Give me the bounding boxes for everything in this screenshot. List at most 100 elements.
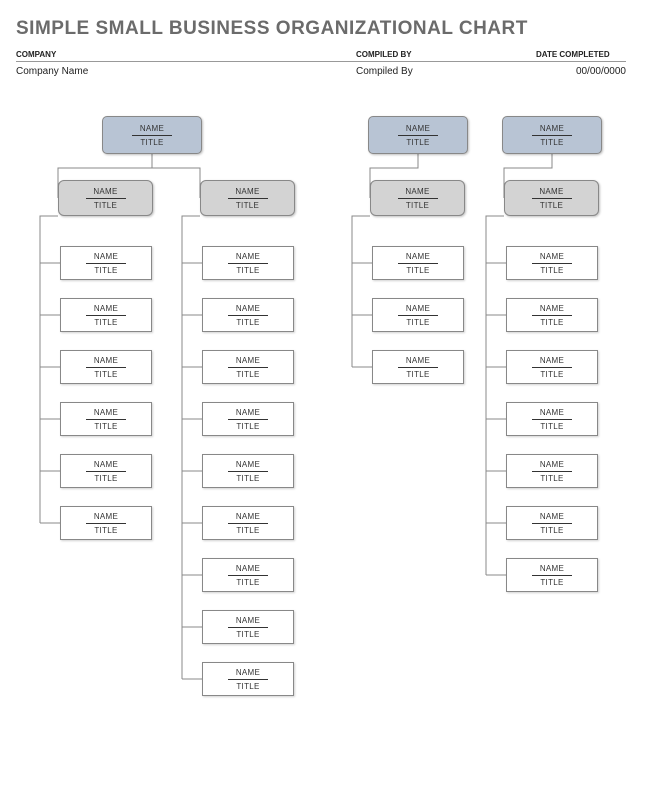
org-node-name: NAME: [540, 124, 564, 133]
org-node: NAMETITLE: [506, 506, 598, 540]
org-node: NAMETITLE: [372, 298, 464, 332]
org-node-title: TITLE: [236, 526, 259, 535]
org-chart-canvas: NAME TITLE NAME TITLE NAME TITLE NAME TITLE NAME…: [0, 98, 645, 805]
org-node-title: TITLE: [236, 201, 259, 210]
meta-company-label: COMPANY: [16, 50, 356, 62]
org-node-divider: [228, 575, 268, 576]
org-node-name: NAME: [94, 460, 118, 469]
org-node: NAME TITLE: [202, 506, 294, 540]
org-node-title: TITLE: [540, 266, 563, 275]
org-node-name: NAME: [94, 356, 118, 365]
org-node: NAME TITLE: [202, 402, 294, 436]
org-node-title: TITLE: [236, 630, 259, 639]
org-node-title: TITLE: [236, 266, 259, 275]
org-node-name: NAME: [235, 187, 259, 196]
org-node-divider: [228, 471, 268, 472]
org-node-title: TITLE: [236, 474, 259, 483]
meta-company-value: Company Name: [16, 66, 356, 77]
org-node-divider: [86, 315, 126, 316]
org-node-divider: [132, 135, 172, 136]
org-node-name: NAME: [236, 512, 260, 521]
org-node-title: TITLE: [94, 474, 117, 483]
org-node: NAMETITLE: [368, 116, 468, 154]
org-node: NAME TITLE: [506, 454, 598, 488]
org-node: NAME TITLE: [60, 402, 152, 436]
org-node-divider: [532, 419, 572, 420]
org-node-name: NAME: [406, 356, 430, 365]
org-node-name: NAME: [94, 408, 118, 417]
connector-line: [182, 216, 202, 679]
org-node: NAME TITLE: [200, 180, 295, 216]
org-node-divider: [86, 367, 126, 368]
org-node-name: NAME: [236, 616, 260, 625]
org-node-divider: [398, 198, 438, 199]
org-node-divider: [228, 523, 268, 524]
org-node: NAME TITLE: [504, 180, 599, 216]
org-node-title: TITLE: [406, 266, 429, 275]
meta-date-value: 00/00/0000: [536, 66, 626, 77]
org-node-divider: [532, 198, 572, 199]
org-node-title: TITLE: [540, 422, 563, 431]
org-node-name: NAME: [94, 512, 118, 521]
org-node-name: NAME: [236, 408, 260, 417]
org-node-title: TITLE: [540, 474, 563, 483]
org-node-divider: [532, 135, 572, 136]
org-node: NAMETITLE: [202, 558, 294, 592]
org-node-divider: [228, 315, 268, 316]
org-node-title: TITLE: [540, 370, 563, 379]
org-node-divider: [228, 419, 268, 420]
org-node-divider: [532, 263, 572, 264]
org-node-title: TITLE: [540, 201, 563, 210]
org-node-name: NAME: [236, 356, 260, 365]
org-node-divider: [532, 315, 572, 316]
org-node-title: TITLE: [236, 318, 259, 327]
connector-line: [152, 154, 200, 198]
org-node-name: NAME: [94, 304, 118, 313]
org-node-divider: [398, 263, 438, 264]
meta-company: COMPANY Company Name: [16, 50, 356, 77]
org-node-title: TITLE: [540, 318, 563, 327]
org-node-divider: [86, 419, 126, 420]
org-node-divider: [532, 367, 572, 368]
org-node-divider: [228, 263, 268, 264]
org-node-title: TITLE: [94, 526, 117, 535]
org-node: NAME TITLE: [60, 454, 152, 488]
org-node: NAMETITLE: [202, 350, 294, 384]
org-node: NAMETITLE: [60, 298, 152, 332]
org-node: NAMETITLE: [502, 116, 602, 154]
org-node-name: NAME: [140, 124, 164, 133]
org-node-title: TITLE: [94, 422, 117, 431]
org-node-name: NAME: [405, 187, 429, 196]
org-node-title: TITLE: [94, 201, 117, 210]
org-node-title: TITLE: [406, 370, 429, 379]
org-node-name: NAME: [540, 356, 564, 365]
connector-line: [40, 216, 60, 523]
org-node: NAME TITLE: [506, 558, 598, 592]
org-node-name: NAME: [539, 187, 563, 196]
org-node: NAMETITLE: [372, 246, 464, 280]
org-node-name: NAME: [540, 564, 564, 573]
org-node-name: NAME: [540, 460, 564, 469]
org-node: NAMETITLE: [506, 402, 598, 436]
org-node-name: NAME: [236, 252, 260, 261]
org-node: NAME TITLE: [506, 350, 598, 384]
org-node-name: NAME: [236, 668, 260, 677]
org-node-name: NAME: [93, 187, 117, 196]
org-node-name: NAME: [236, 460, 260, 469]
org-node-title: TITLE: [540, 526, 563, 535]
org-node-title: TITLE: [236, 422, 259, 431]
org-node-name: NAME: [94, 252, 118, 261]
org-node: NAME TITLE: [202, 610, 294, 644]
org-node-divider: [228, 679, 268, 680]
org-node-title: TITLE: [540, 578, 563, 587]
org-node-name: NAME: [236, 304, 260, 313]
org-node-name: NAME: [406, 304, 430, 313]
org-node-name: NAME: [236, 564, 260, 573]
org-node: NAMETITLE: [506, 298, 598, 332]
org-node-divider: [532, 575, 572, 576]
org-node-title: TITLE: [406, 201, 429, 210]
org-node: NAME TITLE: [202, 454, 294, 488]
connector-line: [486, 216, 506, 575]
org-node: NAME TITLE: [58, 180, 153, 216]
org-node-divider: [398, 315, 438, 316]
